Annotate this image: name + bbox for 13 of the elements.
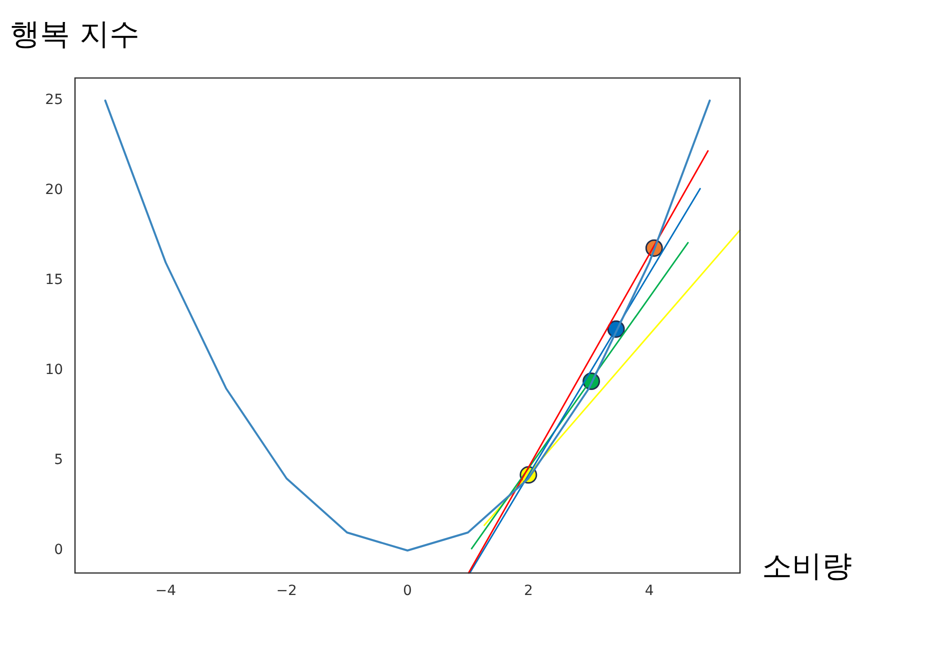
x-tick-label: 0: [403, 583, 412, 600]
y-tick-label: 0: [54, 542, 63, 558]
y-tick-label: 15: [45, 272, 63, 288]
y-tick-label: 25: [45, 92, 63, 108]
x-tick-label: 2: [524, 583, 533, 600]
y-tick-label: 20: [45, 182, 63, 198]
y-axis-title: 행복 지수: [10, 16, 140, 54]
y-tick-label: 10: [45, 362, 63, 378]
x-tick-label: 4: [644, 583, 654, 600]
x-axis-title: 소비량: [762, 548, 852, 586]
y-tick-label: 5: [54, 452, 63, 468]
x-tick-label: −4: [155, 583, 176, 600]
x-tick-label: −2: [276, 583, 297, 600]
